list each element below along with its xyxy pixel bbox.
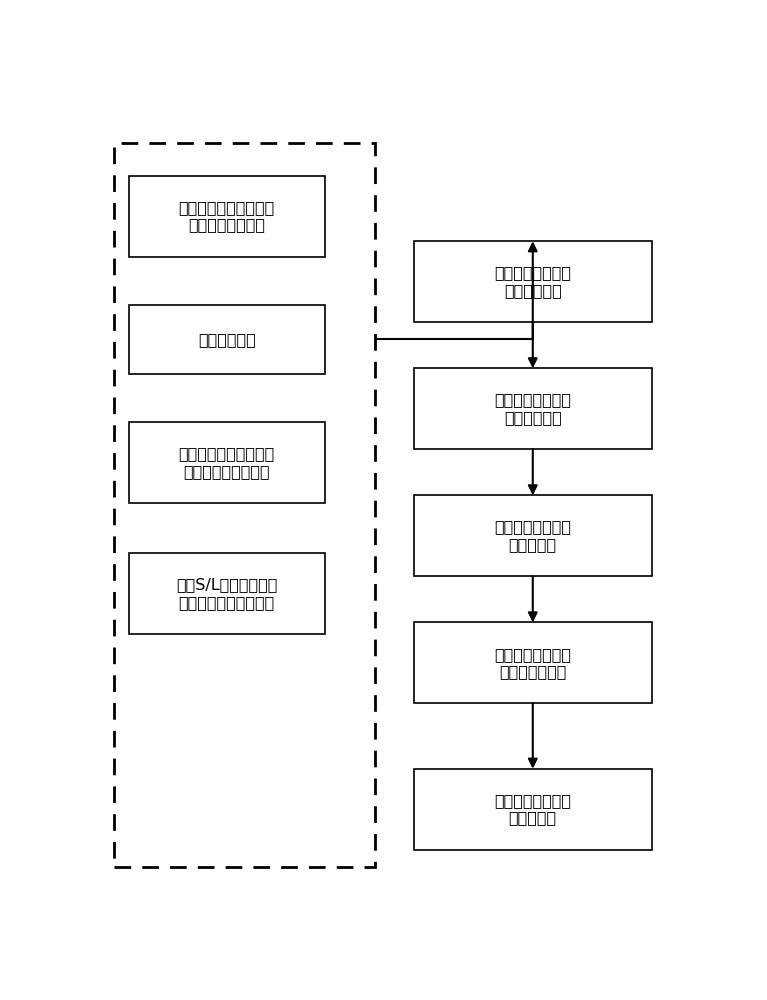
Bar	[414, 368, 652, 449]
Text: 获取卫星质心: 获取卫星质心	[198, 332, 255, 347]
Text: 计算太阳对太阳翼
的辐射压力矩: 计算太阳对太阳翼 的辐射压力矩	[494, 393, 571, 425]
Text: 得到最终太阳对卫
星的辐射压力矩: 得到最终太阳对卫 星的辐射压力矩	[494, 647, 571, 679]
Text: 获取太阳翼位置、几何
尺寸及表面特性参数: 获取太阳翼位置、几何 尺寸及表面特性参数	[179, 446, 275, 479]
Text: 获得卫星构型、几何尺
寸及表面特性参数: 获得卫星构型、几何尺 寸及表面特性参数	[179, 200, 275, 232]
Text: 进行傅立叶拟合得
到拟合系数: 进行傅立叶拟合得 到拟合系数	[494, 793, 571, 825]
Text: 获取S/L天线位置、几
何尺寸及表面特性参数: 获取S/L天线位置、几 何尺寸及表面特性参数	[176, 577, 278, 610]
Text: 计算太阳对星本体
的辐射压力矩: 计算太阳对星本体 的辐射压力矩	[494, 265, 571, 298]
Bar	[129, 553, 324, 634]
Bar	[414, 241, 652, 322]
Bar	[414, 622, 652, 703]
Text: 计算太阳对天线的
辐射压力矩: 计算太阳对天线的 辐射压力矩	[494, 520, 571, 552]
Bar	[129, 305, 324, 374]
Bar	[414, 495, 652, 576]
Bar	[114, 143, 375, 867]
Bar	[129, 176, 324, 257]
Bar	[129, 422, 324, 503]
Bar	[414, 769, 652, 850]
